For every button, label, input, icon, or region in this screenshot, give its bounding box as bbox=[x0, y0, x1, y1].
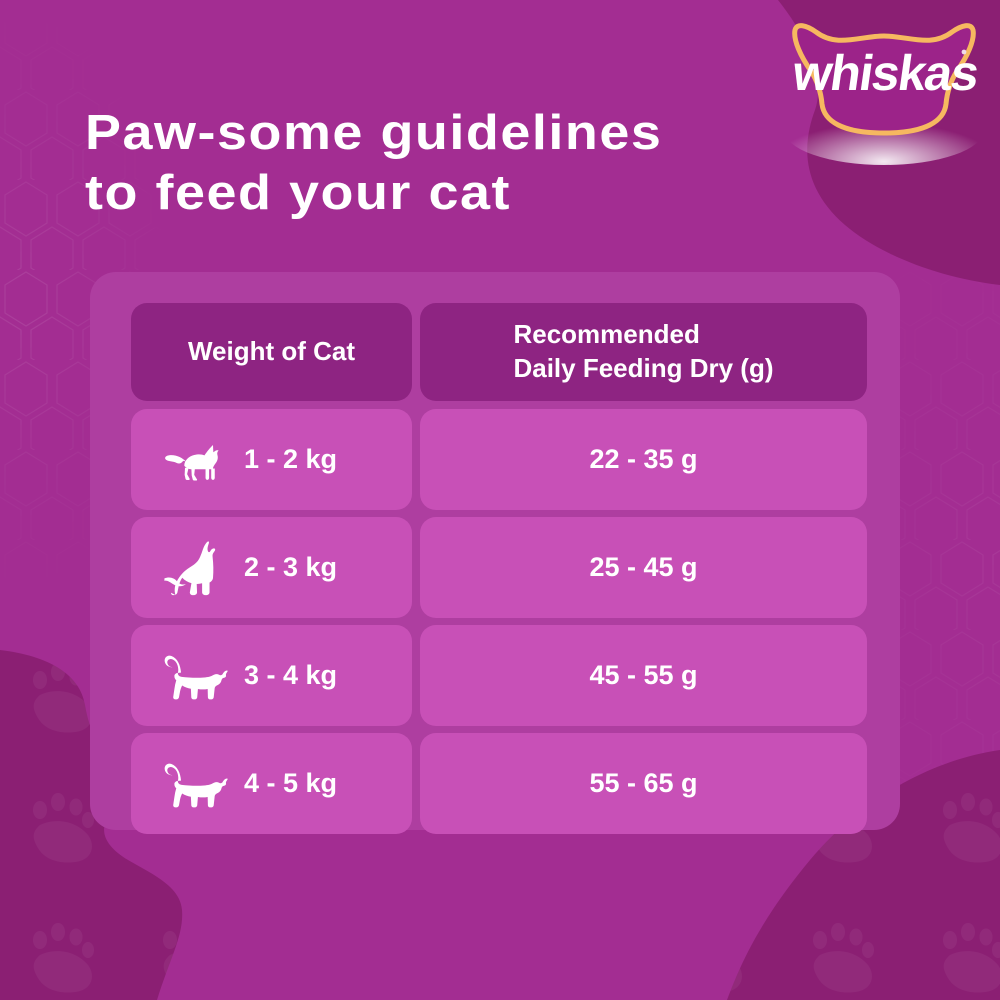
svg-text:whiskas: whiskas bbox=[788, 45, 981, 101]
